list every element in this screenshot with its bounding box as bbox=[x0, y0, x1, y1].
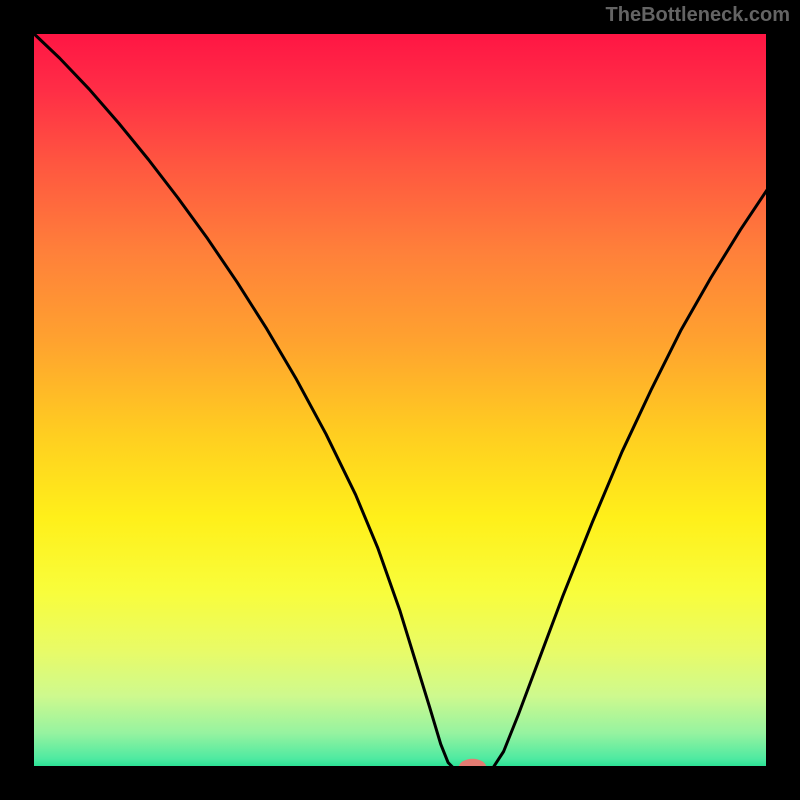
frame-bottom bbox=[0, 766, 800, 800]
plot-background bbox=[30, 30, 770, 770]
frame-left bbox=[0, 0, 34, 800]
frame-right bbox=[766, 0, 800, 800]
attribution-label: TheBottleneck.com bbox=[606, 4, 790, 27]
chart-container: TheBottleneck.com bbox=[0, 0, 800, 800]
bottleneck-chart bbox=[0, 0, 800, 800]
